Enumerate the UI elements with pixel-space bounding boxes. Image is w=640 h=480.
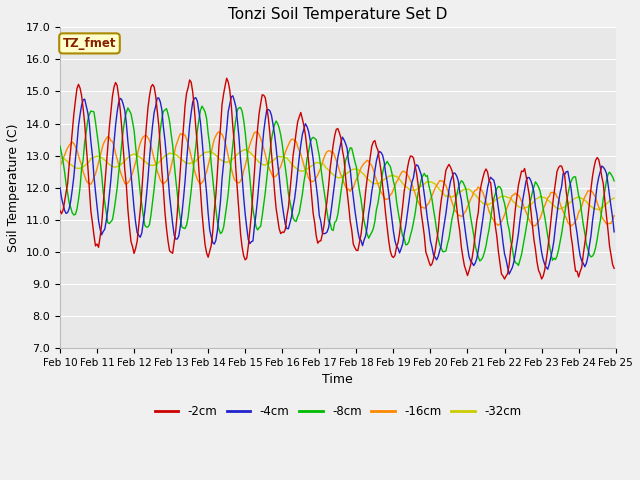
Title: Tonzi Soil Temperature Set D: Tonzi Soil Temperature Set D bbox=[228, 7, 447, 22]
Y-axis label: Soil Temperature (C): Soil Temperature (C) bbox=[7, 123, 20, 252]
X-axis label: Time: Time bbox=[323, 373, 353, 386]
Text: TZ_fmet: TZ_fmet bbox=[63, 37, 116, 50]
Legend: -2cm, -4cm, -8cm, -16cm, -32cm: -2cm, -4cm, -8cm, -16cm, -32cm bbox=[150, 400, 526, 422]
